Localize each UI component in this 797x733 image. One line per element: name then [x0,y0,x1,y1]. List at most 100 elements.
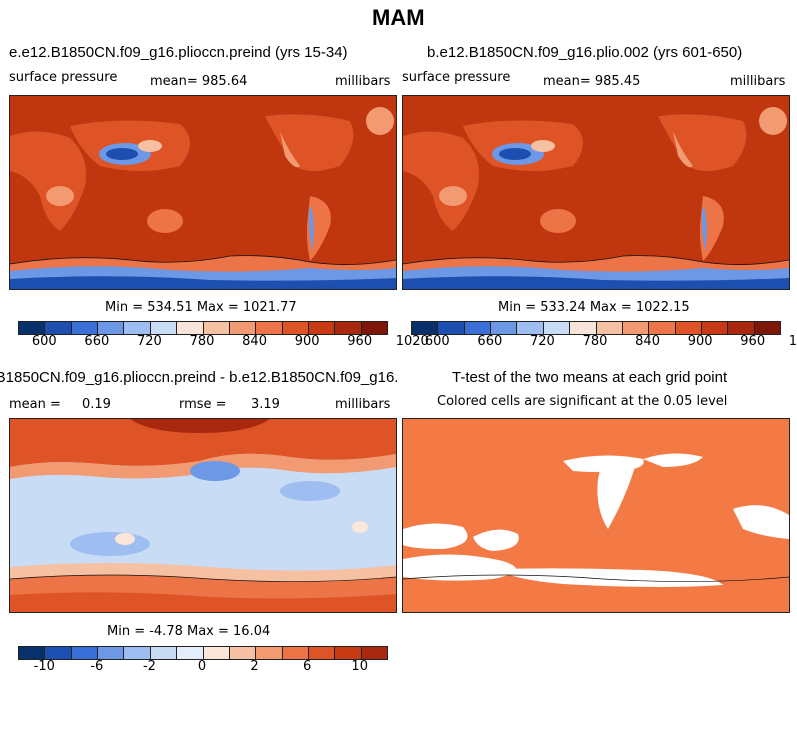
panel2-colorbar-ticks: 600 660 720 780 840 900 960 1020 [411,334,797,350]
colorbar-swatch [98,322,125,334]
colorbar-swatch [438,322,465,334]
colorbar-swatch [361,322,388,334]
colorbar-swatch [728,322,755,334]
panel4-subtitle: Colored cells are significant at the 0.0… [437,394,728,409]
panel1-surface-pressure-field [10,96,396,289]
colorbar-tick-label: 600 [31,334,57,349]
figure-title: MAM [372,5,425,30]
colorbar-tick-label: 900 [687,334,713,349]
colorbar-swatch [308,647,336,659]
colorbar-swatch [45,647,72,659]
colorbar-tick-label: 840 [242,334,267,349]
colorbar-tick-label: 660 [477,334,503,349]
panel1-variable: surface pressure [9,70,118,85]
panel1-colorbar-ticks: 600 660 720 780 840 900 960 1020 [18,334,429,350]
colorbar-swatch [464,322,492,334]
colorbar-swatch [98,647,125,659]
colorbar-tick-label: 660 [84,334,110,349]
colorbar-tick-label: 720 [530,334,555,349]
panel1-units: millibars [335,74,391,89]
panel4-title: T-test of the two means at each grid poi… [452,369,728,386]
colorbar-swatch [596,322,623,334]
colorbar-tick-label: -6 [90,659,104,674]
colorbar-tick-label: -2 [142,659,156,674]
panel3-title-clip: e.e12.B1850CN.f09_g16.plioccn.preind - b… [0,369,398,391]
panel2-minmax: Min = 533.24 Max = 1022.15 [498,300,690,315]
colorbar-tick-label: 6 [303,659,312,674]
colorbar-swatch [412,322,439,334]
colorbar-swatch [622,322,650,334]
colorbar-swatch [754,322,781,334]
colorbar-swatch [335,647,362,659]
panel1-minmax: Min = 534.51 Max = 1021.77 [105,300,297,315]
panel1-map [9,95,397,290]
colorbar-tick-label: 960 [740,334,766,349]
panel3-units: millibars [335,397,391,412]
colorbar-tick-label: 780 [189,334,215,349]
colorbar-swatch [203,647,230,659]
colorbar-swatch [229,647,257,659]
colorbar-tick-label: 1020 [788,334,797,349]
panel2-map [402,95,790,290]
colorbar-swatch [150,322,178,334]
colorbar-tick-label: 960 [347,334,373,349]
colorbar-swatch [491,322,518,334]
colorbar-swatch [282,647,309,659]
colorbar-swatch [361,647,388,659]
colorbar-swatch [649,322,676,334]
colorbar-swatch [335,322,362,334]
colorbar-tick-label: 720 [137,334,162,349]
panel3-mean-label: mean = [9,397,61,412]
panel2-surface-pressure-field [403,96,789,289]
colorbar-swatch [675,322,702,334]
colorbar-tick-label: 0 [197,659,207,674]
colorbar-tick-label: 10 [351,659,368,674]
panel2-variable: surface pressure [402,70,511,85]
colorbar-swatch [203,322,230,334]
colorbar-swatch [256,647,283,659]
colorbar-swatch [570,322,597,334]
colorbar-tick-label: 2 [250,659,259,674]
colorbar-tick-label: 900 [294,334,320,349]
colorbar-swatch [45,322,72,334]
colorbar-swatch [177,322,204,334]
panel4-significance-field [403,419,789,612]
colorbar-swatch [282,322,309,334]
colorbar-swatch [543,322,571,334]
panel2-title: b.e12.B1850CN.f09_g16.plio.002 (yrs 601-… [427,44,743,61]
colorbar-swatch [229,322,257,334]
colorbar-tick-label: 600 [424,334,450,349]
panel3-title: e.e12.B1850CN.f09_g16.plioccn.preind - b… [0,369,398,386]
panel2-mean: mean= 985.45 [543,74,641,89]
panel2-colorbar [411,321,781,335]
colorbar-swatch [19,647,46,659]
panel3-difference-field [10,419,396,612]
colorbar-swatch [19,322,46,334]
panel1-colorbar [18,321,388,335]
panel3-minmax: Min = -4.78 Max = 16.04 [107,624,271,639]
colorbar-tick-label: 840 [635,334,660,349]
colorbar-swatch [71,322,99,334]
panel1-title: e.e12.B1850CN.f09_g16.plioccn.preind (yr… [9,44,348,61]
colorbar-swatch [71,647,99,659]
panel3-colorbar-ticks: -10 -6 -2 0 2 6 10 [18,659,386,675]
panel4-map [402,418,790,613]
colorbar-tick-label: 1020 [395,334,429,349]
panel2-units: millibars [730,74,786,89]
colorbar-swatch [256,322,283,334]
panel3-mean-value: 0.19 [82,397,111,412]
panel1-mean: mean= 985.64 [150,74,248,89]
panel3-rmse-label: rmse = [179,397,227,412]
colorbar-swatch [517,322,544,334]
colorbar-swatch [124,322,151,334]
panel3-rmse-value: 3.19 [251,397,280,412]
panel3-map [9,418,397,613]
colorbar-swatch [701,322,729,334]
colorbar-tick-label: 780 [582,334,608,349]
colorbar-swatch [124,647,151,659]
colorbar-tick-label: -10 [33,659,55,674]
colorbar-swatch [308,322,336,334]
panel3-colorbar [18,646,388,660]
colorbar-swatch [177,647,204,659]
colorbar-swatch [150,647,178,659]
